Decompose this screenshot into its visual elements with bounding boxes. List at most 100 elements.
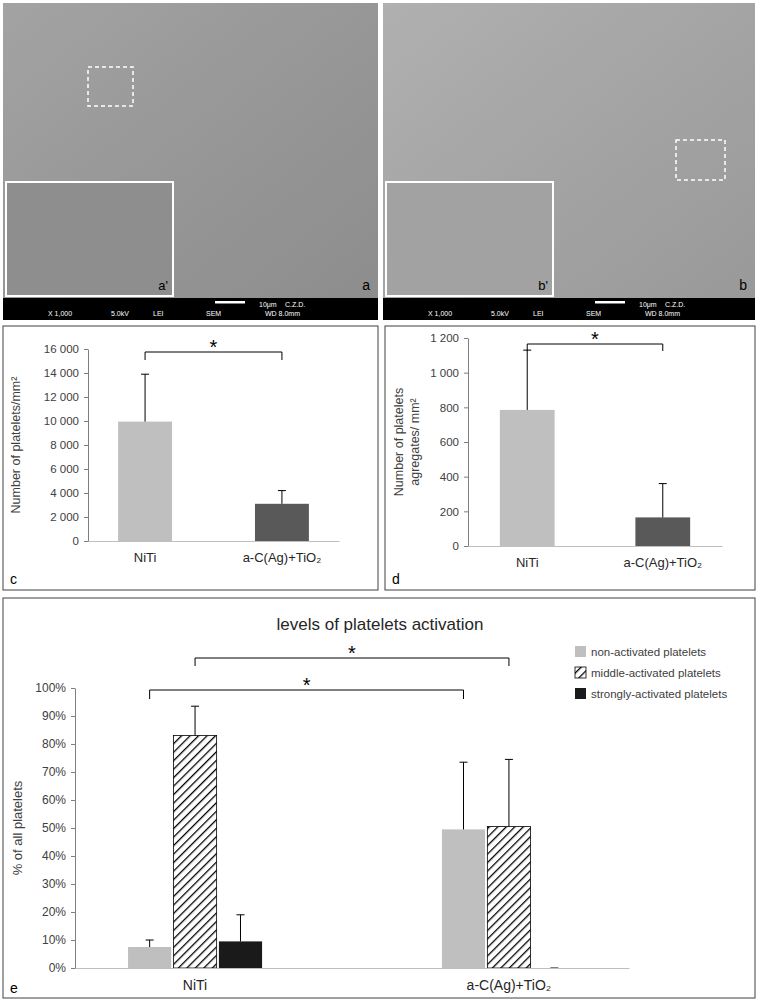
error-bar	[141, 374, 149, 421]
error-bar-stem	[145, 374, 146, 421]
y-tick-label: 30%	[42, 877, 66, 891]
y-tick-mark	[71, 884, 75, 885]
error-bar-cap	[141, 374, 149, 375]
y-tick-label: 600	[440, 436, 459, 448]
y-tick-mark	[71, 856, 75, 857]
y-tick: 60%	[42, 793, 75, 807]
info-text: X 1,000	[48, 310, 72, 317]
y-tick-label: 1 200	[430, 332, 459, 344]
y-tick: 600	[440, 436, 468, 448]
panel-label: a	[362, 277, 370, 293]
y-tick-mark	[464, 511, 468, 512]
info-text: SEM	[586, 310, 601, 317]
y-tick: 10%	[42, 933, 75, 947]
chart-panel: NiTia-C(Ag)+TiO₂02 0004 0006 0008 00010 …	[3, 326, 378, 590]
y-tick: 4 000	[50, 487, 88, 499]
y-tick-label: 80%	[42, 737, 66, 751]
inset-image	[6, 182, 173, 296]
y-tick: 20%	[42, 905, 75, 919]
error-bar-stem	[195, 706, 196, 735]
y-tick-mark	[84, 517, 88, 518]
error-bar-cap	[146, 940, 154, 941]
y-tick-label: 0%	[49, 961, 67, 975]
x-axis-line	[469, 546, 723, 547]
y-tick-mark	[71, 800, 75, 801]
y-tick-mark	[71, 716, 75, 717]
legend: non-activated plateletsmiddle-activated …	[575, 646, 727, 700]
chart-title: levels of platelets activation	[277, 615, 484, 634]
y-tick-label: 4 000	[50, 487, 79, 499]
y-tick: 50%	[42, 821, 75, 835]
micrograph-panel: a'a10μmC.Z.D.X 1,0005.0kVLEISEMWD 8.0mm	[3, 3, 378, 320]
x-tick-label: a-C(Ag)+TiO₂	[467, 977, 552, 993]
y-axis-line	[88, 350, 89, 542]
x-tick: a-C(Ag)+TiO₂	[243, 541, 322, 565]
figure: a'a10μmC.Z.D.X 1,0005.0kVLEISEMWD 8.0mmb…	[0, 0, 758, 1000]
y-tick-mark	[464, 373, 468, 374]
y-axis-title: Number of platelets	[392, 388, 406, 496]
y-tick-mark	[71, 940, 75, 941]
scale-bar-label: 10μm	[259, 301, 277, 309]
info-bar	[3, 298, 378, 320]
info-text: LEI	[153, 310, 164, 317]
y-tick: 1 000	[430, 367, 468, 379]
error-bar	[236, 915, 244, 942]
info-text: 5.0kV	[491, 310, 509, 317]
error-bar	[550, 968, 558, 969]
operator-label: C.Z.D.	[665, 301, 685, 308]
y-axis-title: % of all platelets	[10, 780, 25, 875]
y-tick: 14 000	[44, 367, 88, 379]
error-bar-cap	[236, 914, 244, 915]
y-tick: 40%	[42, 849, 75, 863]
x-axis: NiTia-C(Ag)+TiO₂	[89, 541, 340, 565]
y-tick-mark	[84, 541, 88, 542]
x-axis: NiTia-C(Ag)+TiO₂	[469, 546, 723, 570]
x-tick-label: a-C(Ag)+TiO₂	[243, 550, 322, 565]
bar	[635, 517, 690, 546]
y-tick-mark	[464, 546, 468, 547]
y-axis-line	[468, 339, 469, 547]
error-bar	[659, 484, 667, 518]
x-axis-line	[76, 968, 630, 969]
y-tick-mark	[84, 397, 88, 398]
y-tick-label: 20%	[42, 905, 66, 919]
y-tick-label: 6 000	[50, 463, 79, 475]
y-tick: 2 000	[50, 511, 88, 523]
y-tick-label: 10%	[42, 933, 66, 947]
info-bar	[383, 298, 755, 320]
y-tick-label: 0	[73, 535, 79, 547]
bar	[255, 504, 309, 541]
y-tick: 12 000	[44, 391, 88, 403]
y-tick-label: 10 000	[44, 415, 79, 427]
plot-area	[118, 374, 309, 541]
chart-panel: NiTia-C(Ag)+TiO₂02004006008001 0001 200N…	[385, 326, 755, 590]
panel-label: e	[10, 980, 18, 996]
info-text: 5.0kV	[111, 310, 129, 317]
bar	[219, 941, 262, 968]
y-tick-label: 60%	[42, 793, 66, 807]
operator-label: C.Z.D.	[285, 301, 305, 308]
y-tick: 30%	[42, 877, 75, 891]
error-bar-cap	[191, 706, 199, 707]
legend-label: non-activated platelets	[591, 646, 706, 658]
x-tick: a-C(Ag)+TiO₂	[467, 968, 552, 993]
y-tick-mark	[464, 407, 468, 408]
y-tick: 90%	[42, 709, 75, 723]
y-tick-mark	[71, 912, 75, 913]
y-tick: 200	[440, 506, 468, 518]
x-axis: NiTia-C(Ag)+TiO₂	[76, 968, 630, 993]
significance-label: *	[591, 328, 599, 350]
inset-image	[386, 182, 553, 296]
info-text: SEM	[206, 310, 221, 317]
y-tick-label: 100%	[35, 681, 66, 695]
y-tick: 400	[440, 471, 468, 483]
x-tick: a-C(Ag)+TiO₂	[623, 546, 702, 570]
plot-area	[128, 706, 558, 968]
info-text: LEI	[533, 310, 544, 317]
y-tick: 0	[73, 535, 88, 547]
bar	[128, 947, 171, 968]
micrograph-image	[3, 3, 378, 298]
inset-label: a'	[158, 278, 168, 293]
y-tick: 0%	[49, 961, 75, 975]
x-axis-line	[89, 541, 340, 542]
